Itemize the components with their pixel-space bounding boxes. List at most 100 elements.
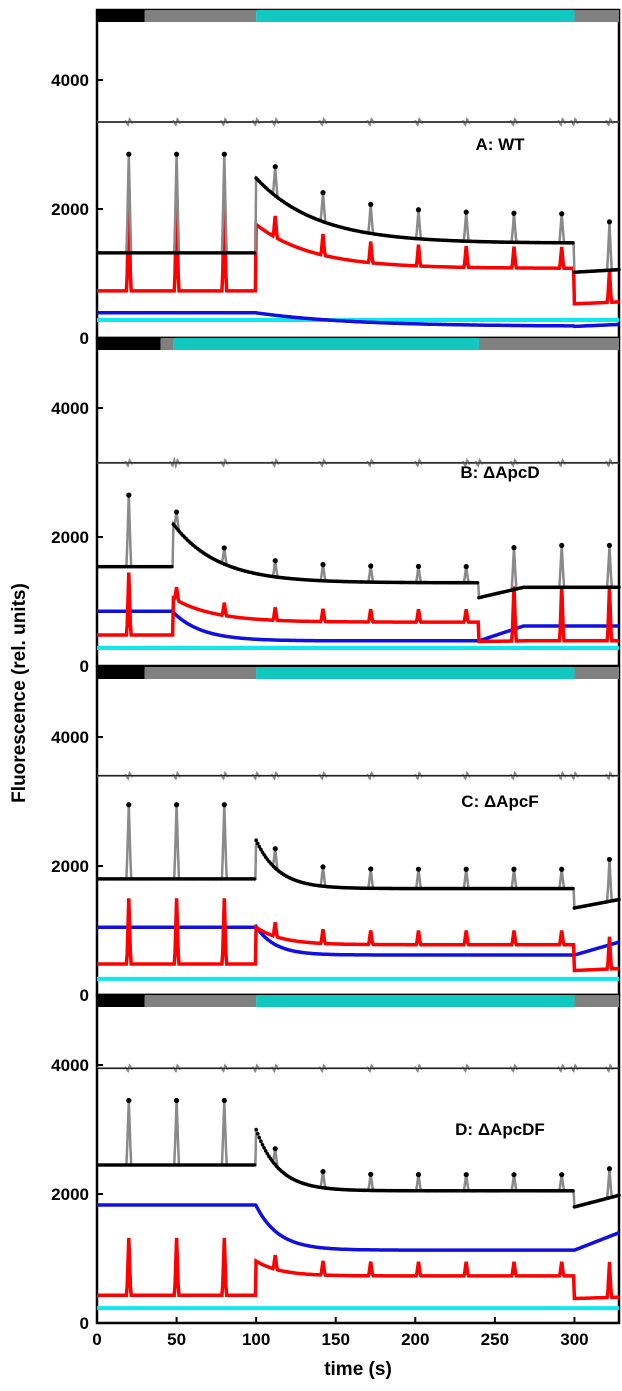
x-tick-label: 250 — [481, 1330, 509, 1349]
pulse-peak-point — [320, 864, 326, 870]
pulse-peak-point — [511, 1172, 517, 1178]
pulse-peak-point — [320, 562, 326, 568]
measured-point — [252, 1163, 257, 1167]
measured-point — [617, 897, 621, 902]
measured-point — [254, 1127, 258, 1132]
measured-point — [571, 886, 575, 891]
measured-point — [257, 1135, 262, 1140]
y-tick-label: 2000 — [51, 1185, 89, 1204]
x-tick-label: 50 — [167, 1330, 186, 1349]
series-blue — [97, 311, 619, 329]
y-tick-label: 0 — [80, 986, 89, 1005]
measured-point — [571, 241, 575, 245]
light-bar-segment — [144, 667, 257, 679]
series-fitted — [97, 804, 620, 910]
light-bar-segment — [574, 667, 619, 679]
x-tick-label: 100 — [242, 1330, 270, 1349]
y-tick-label: 0 — [80, 1314, 89, 1333]
measured-point — [262, 1146, 266, 1150]
panel-frame — [95, 336, 621, 668]
pulse-peak-point — [368, 1171, 374, 1177]
y-tick-label: 2000 — [51, 528, 89, 547]
y-axis-title: Fluorescence (rel. units) — [9, 583, 30, 803]
pulse-peak-point — [511, 866, 517, 872]
light-bar-segment — [97, 10, 145, 22]
pulse-peak-point — [126, 151, 132, 157]
pulse-peak-point — [368, 563, 374, 569]
pulse-peak-point — [606, 1166, 613, 1172]
measured-point — [617, 1193, 621, 1198]
measured-point — [252, 251, 257, 255]
panel-label: C: ΔApcF — [461, 792, 538, 811]
pulse-peak-point — [463, 209, 469, 215]
measured-point — [257, 844, 262, 849]
pulse-peak-point — [559, 866, 565, 872]
pulse-peak-point — [221, 1097, 227, 1104]
pulse-peak-point — [173, 151, 180, 157]
pulse-peak-point — [173, 802, 180, 808]
x-tick-label: 0 — [92, 1330, 101, 1349]
y-tick-label: 4000 — [51, 728, 89, 747]
pulse-peak-point — [368, 201, 374, 207]
light-bar-segment — [160, 338, 174, 350]
measured-point — [259, 847, 263, 852]
measured-point — [255, 1131, 260, 1136]
light-bar-segment — [97, 995, 145, 1007]
pulse-peak-point — [559, 1172, 565, 1178]
measured-point — [571, 1188, 575, 1193]
light-bar-segment — [256, 667, 575, 679]
panel-label: A: WT — [475, 135, 525, 154]
series-red — [97, 190, 619, 306]
pulse-peak-point — [368, 866, 374, 872]
y-tick-label: 0 — [80, 329, 89, 348]
pulse-peak-point — [126, 1097, 132, 1104]
pulse-peak-point — [415, 563, 422, 570]
pulse-peak-point — [463, 866, 469, 872]
pulse-peak-point — [559, 211, 565, 217]
light-bar-segment — [97, 338, 161, 350]
pulse-peak-point — [606, 542, 613, 549]
pulse-peak-point — [511, 545, 517, 551]
light-bar-segment — [256, 10, 575, 22]
x-axis-title: time (s) — [324, 1359, 392, 1380]
x-tick-label: 150 — [322, 1330, 350, 1349]
pulse-peak-point — [126, 492, 132, 498]
series-blue — [97, 609, 619, 643]
measured-point — [617, 267, 621, 272]
pulse-peak-point — [320, 1169, 326, 1175]
measured-point — [254, 838, 258, 843]
measured-point — [263, 1149, 268, 1153]
series-blue — [97, 1203, 620, 1252]
measured-point — [475, 580, 480, 585]
x-tick-label: 300 — [560, 1330, 588, 1349]
pulse-peak-point — [415, 1172, 422, 1178]
series-blue — [97, 923, 620, 957]
y-tick-label: 2000 — [51, 200, 89, 219]
light-bar-segment — [478, 338, 619, 350]
pulse-peak-point — [559, 542, 565, 549]
pulse-peak-point — [463, 1172, 469, 1178]
series-red — [97, 898, 619, 973]
pulse-peak-point — [606, 219, 613, 225]
series-red — [97, 1237, 619, 1301]
y-tick-label: 2000 — [51, 857, 89, 876]
pulse-peak-point — [415, 207, 422, 213]
y-tick-label: 0 — [80, 657, 89, 676]
pulse-peak-point — [221, 151, 227, 157]
pulse-peak-point — [511, 210, 517, 216]
pulse-peak-point — [272, 558, 278, 564]
pulse-peak-point — [126, 802, 132, 808]
light-bar-segment — [97, 667, 145, 679]
pulse-peak-point — [320, 190, 326, 196]
y-tick-label: 4000 — [51, 1056, 89, 1075]
pulse-peak-point — [272, 1146, 278, 1152]
measured-point — [252, 877, 257, 881]
y-tick-label: 4000 — [51, 71, 89, 90]
pulse-peak-point — [173, 1097, 180, 1104]
series-red — [97, 572, 619, 644]
x-tick-label: 200 — [401, 1330, 429, 1349]
panel-label: D: ΔApcDF — [455, 1120, 545, 1139]
pulse-peak-point — [221, 802, 227, 808]
